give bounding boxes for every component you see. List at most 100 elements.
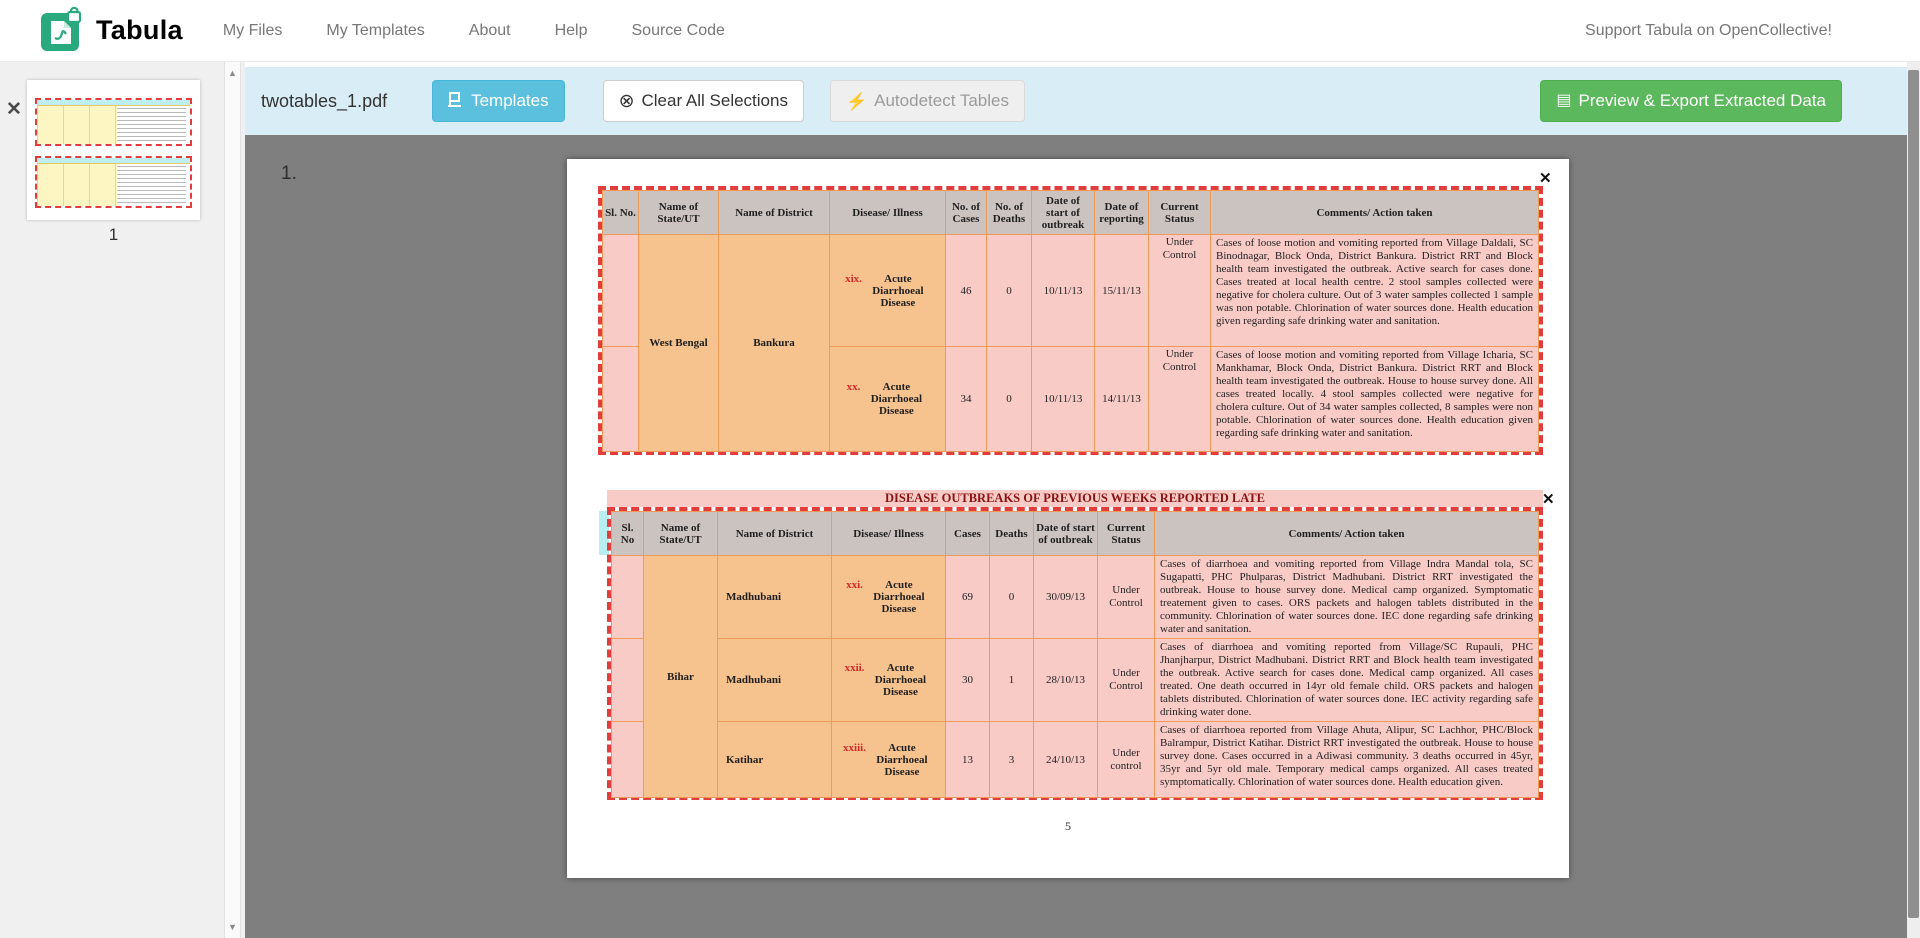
templates-button[interactable]: Templates	[432, 80, 565, 122]
cell-disease: xxii. Acute Diarrhoeal Disease	[831, 638, 946, 722]
export-icon: ▤	[1556, 92, 1572, 109]
cell-disease: xx. Acute Diarrhoeal Disease	[829, 346, 946, 452]
autodetect-icon: ⚡	[845, 91, 868, 111]
cell-district: Bankura	[718, 234, 830, 452]
tabula-logo-icon[interactable]	[40, 6, 86, 54]
cell-start-date: 24/10/13	[1033, 721, 1098, 798]
thumbnail-page-number: 1	[108, 225, 119, 244]
pdf-workspace: 1. ✕ ✕ Sl. No. Name of State/UT Name of …	[245, 135, 1907, 938]
table-row: xx. Acute Diarrhoeal Disease 34 0 10/11/1…	[602, 346, 1539, 452]
nav-source-code[interactable]: Source Code	[631, 21, 725, 39]
col-header: Comments/ Action taken	[1210, 190, 1539, 235]
brand-title[interactable]: Tabula	[96, 15, 183, 45]
cell-deaths: 0	[989, 555, 1034, 639]
disease-name: Acute Diarrhoeal Disease	[872, 272, 924, 309]
outbreak-table-2: Sl. No Name of State/UT Name of District…	[611, 511, 1539, 798]
disease-number: xxiii.	[843, 741, 866, 754]
table-row: Sl. No Name of State/UT Name of District…	[611, 511, 1539, 556]
remove-page-icon[interactable]: ✕	[6, 99, 22, 120]
cell-deaths: 0	[986, 346, 1032, 452]
export-button-label: Preview & Export Extracted Data	[1578, 91, 1826, 110]
col-header: Deaths	[989, 511, 1034, 556]
table-selection-2[interactable]: Sl. No Name of State/UT Name of District…	[607, 507, 1543, 800]
cell-start-date: 10/11/13	[1031, 346, 1095, 452]
disease-name: Acute Diarrhoeal Disease	[873, 579, 925, 615]
cell-cases: 69	[945, 555, 990, 639]
cell-status: Under Control	[1109, 667, 1143, 692]
sidebar-scrollbar[interactable]: ▲ ▼	[224, 62, 241, 938]
cell-start-date: 28/10/13	[1033, 638, 1098, 722]
templates-icon	[448, 91, 464, 111]
disease-number: xix.	[845, 272, 862, 285]
autodetect-tables-button[interactable]: ⚡ Autodetect Tables	[829, 80, 1025, 122]
col-header: Date of start of outbreak	[1033, 511, 1098, 556]
table-row: West Bengal Bankura xix. Acute Diarrhoeal…	[602, 234, 1539, 452]
window-scrollbar[interactable]	[1907, 62, 1920, 938]
window-scrollbar-thumb[interactable]	[1908, 70, 1919, 918]
col-header: Name of District	[718, 190, 830, 235]
thumbnail-table-left	[37, 164, 117, 206]
cell-comments: Cases of diarrhoea and vomiting reported…	[1160, 641, 1533, 718]
cell-deaths: 0	[986, 234, 1032, 347]
col-header: Disease/ Illness	[829, 190, 946, 235]
cell-disease: xxiii. Acute Diarrhoeal Disease	[831, 721, 946, 798]
col-header: Current Status	[1148, 190, 1211, 235]
disease-name: Acute Diarrhoeal Disease	[876, 741, 928, 778]
cell-cases: 34	[945, 346, 987, 452]
table-row: Katihar xxiii. Acute Diarrhoeal Disease 1…	[611, 721, 1539, 798]
clear-button-label: Clear All Selections	[641, 91, 788, 110]
cell-state: Bihar	[643, 555, 718, 798]
document-toolbar: twotables_1.pdf Templates ⊗ Clear All Se…	[245, 67, 1907, 135]
cell-sn	[611, 638, 644, 722]
cell-sn	[602, 234, 639, 347]
col-header: Cases	[945, 511, 990, 556]
table-selection-1[interactable]: Sl. No. Name of State/UT Name of Distric…	[598, 186, 1543, 455]
thumbnail-table-left	[37, 106, 117, 144]
nav-my-files[interactable]: My Files	[222, 21, 283, 39]
cell-comments: Cases of loose motion and vomiting repor…	[1216, 349, 1533, 439]
selection-1-close-icon[interactable]: ✕	[1539, 170, 1552, 187]
cell-status: Under Control	[1109, 584, 1143, 609]
clear-selections-icon: ⊗	[618, 90, 635, 112]
preview-export-button[interactable]: ▤ Preview & Export Extracted Data	[1540, 80, 1842, 122]
nav-my-templates[interactable]: My Templates	[326, 21, 425, 39]
cell-start-date: 10/11/13	[1031, 234, 1095, 347]
cell-status: Under Control	[1162, 348, 1197, 373]
support-link[interactable]: Support Tabula on OpenCollective!	[1585, 21, 1832, 39]
nav-help[interactable]: Help	[554, 21, 588, 39]
cell-district: Katihar	[717, 721, 832, 798]
nav-about[interactable]: About	[468, 21, 511, 39]
scroll-down-icon[interactable]: ▼	[228, 922, 237, 932]
document-filename: twotables_1.pdf	[261, 90, 388, 111]
thumbnail-selection-2	[35, 156, 192, 208]
cell-sn	[611, 721, 644, 798]
cell-report-date: 14/11/13	[1094, 346, 1149, 452]
cell-status: Under control	[1110, 746, 1142, 772]
col-header: Sl. No	[611, 511, 644, 556]
table-highlight-sliver	[599, 511, 609, 555]
col-header: Name of District	[717, 511, 832, 556]
cell-deaths: 3	[989, 721, 1034, 798]
page-thumbnail[interactable]	[27, 80, 200, 220]
cell-district: Madhubani	[717, 638, 832, 722]
cell-cases: 46	[945, 234, 987, 347]
cell-disease: xix. Acute Diarrhoeal Disease	[829, 234, 946, 347]
thumbnail-table-text	[116, 106, 190, 144]
col-header: No. of Deaths	[986, 190, 1032, 235]
table-2-title: DISEASE OUTBREAKS OF PREVIOUS WEEKS REPO…	[607, 490, 1543, 507]
scroll-up-icon[interactable]: ▲	[228, 68, 237, 78]
selection-2-close-icon[interactable]: ✕	[1542, 491, 1555, 508]
cell-disease: xxi. Acute Diarrhoeal Disease	[831, 555, 946, 639]
cell-deaths: 1	[989, 638, 1034, 722]
disease-number: xxi.	[846, 579, 863, 591]
clear-all-selections-button[interactable]: ⊗ Clear All Selections	[602, 80, 804, 122]
disease-number: xxii.	[844, 662, 865, 674]
cell-district: Madhubani	[717, 555, 832, 639]
cell-cases: 30	[945, 638, 990, 722]
top-navbar: Tabula My Files My Templates About Help …	[0, 0, 1920, 62]
pdf-page[interactable]: ✕ ✕ Sl. No. Name of State/UT Name of Dis…	[567, 159, 1569, 878]
disease-name: Acute Diarrhoeal Disease	[874, 662, 927, 698]
disease-number: xx.	[846, 381, 861, 393]
pdf-page-number: 5	[1065, 819, 1071, 833]
table-row: Sl. No. Name of State/UT Name of Distric…	[602, 190, 1539, 235]
